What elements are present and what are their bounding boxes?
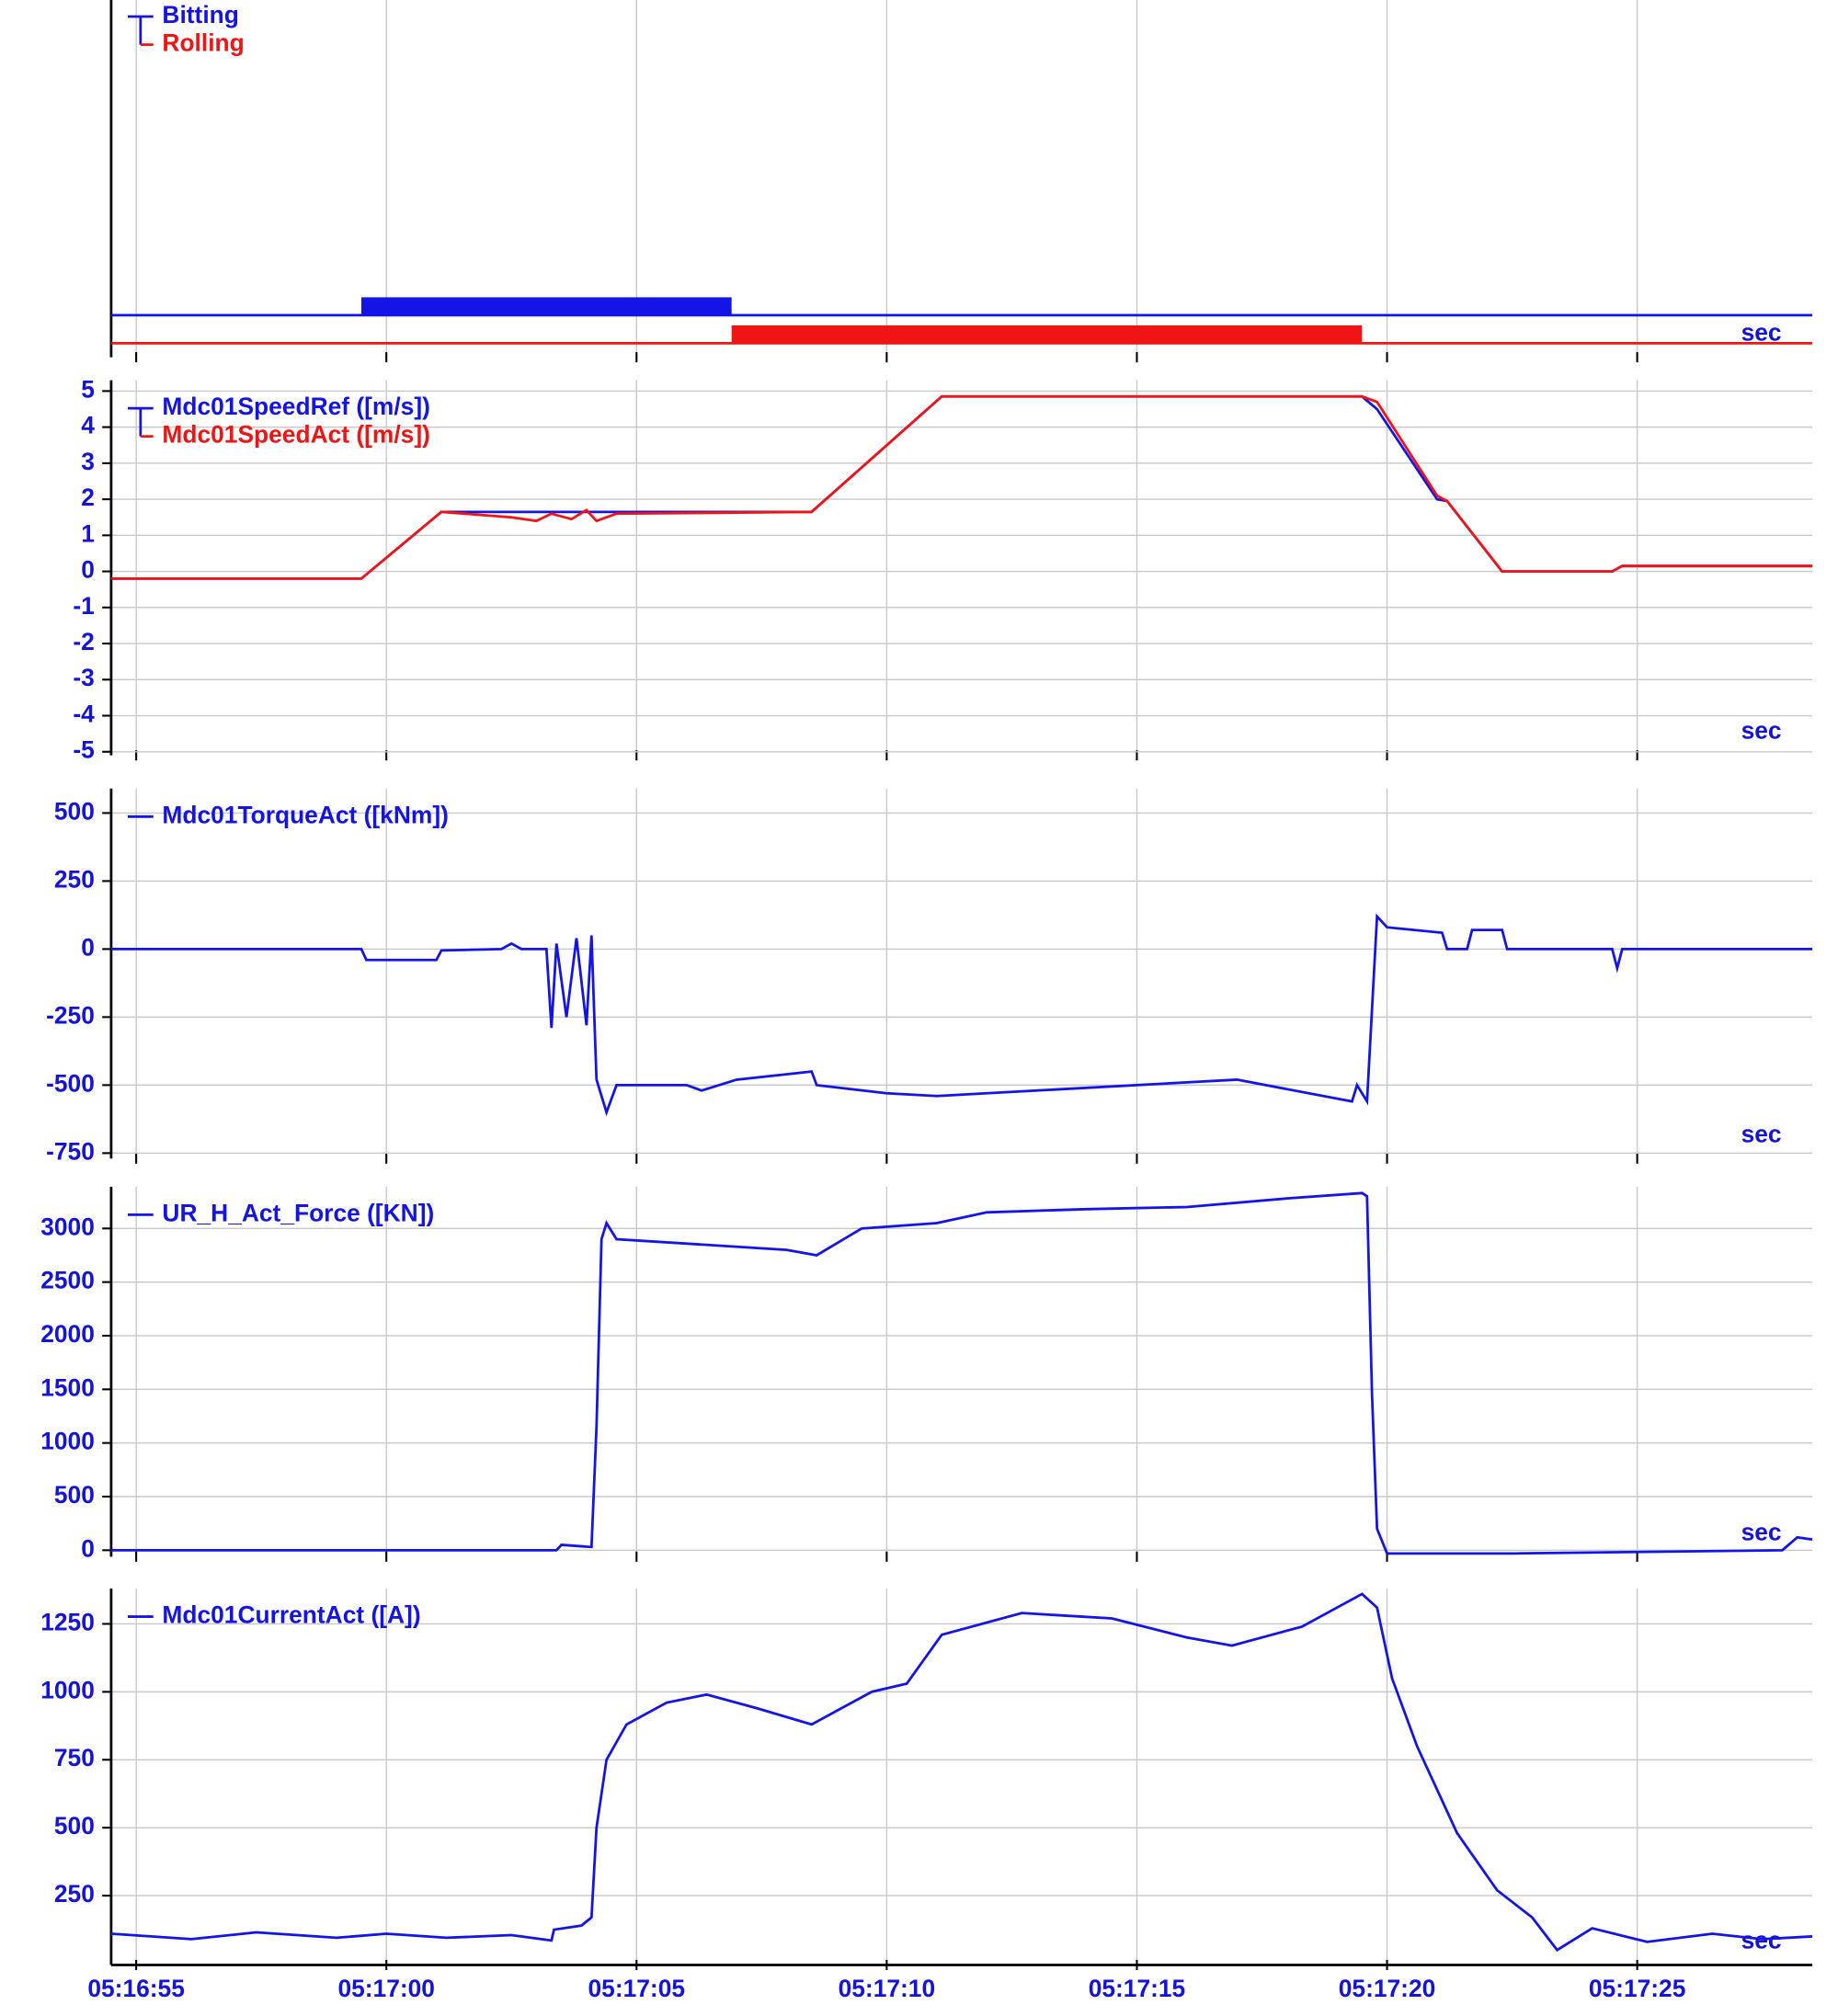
y-tick-label: 4: [81, 412, 95, 439]
y-tick-label: 1000: [40, 1428, 95, 1455]
y-tick-label: 0: [81, 556, 95, 584]
y-tick-label: 0: [81, 933, 95, 961]
x-tick-label: 05:17:00: [337, 1975, 435, 2002]
y-tick-label: 250: [54, 1880, 95, 1908]
legend-label: Bitting: [162, 1, 238, 28]
y-tick-label: 500: [54, 1812, 95, 1839]
y-tick-label: 750: [54, 1744, 95, 1771]
legend-label: Rolling: [162, 29, 244, 57]
x-unit-label: sec: [1741, 1120, 1782, 1147]
x-tick-label: 05:17:10: [839, 1975, 936, 2002]
state-bar: [731, 325, 1363, 344]
y-tick-label: 2500: [40, 1267, 95, 1294]
x-unit-label: sec: [1741, 717, 1782, 745]
y-tick-label: 3000: [40, 1213, 95, 1240]
y-tick-label: 1000: [40, 1676, 95, 1703]
y-tick-label: -5: [73, 736, 94, 764]
x-unit-label: sec: [1741, 1518, 1782, 1545]
y-tick-label: -4: [73, 700, 95, 727]
x-tick-label: 05:17:05: [588, 1975, 686, 2002]
y-tick-label: -750: [46, 1137, 95, 1165]
series-line: [110, 1592, 1813, 1953]
x-tick-label: 05:17:20: [1339, 1975, 1436, 2002]
legend-label: UR_H_Act_Force ([KN]): [162, 1199, 434, 1226]
y-tick-label: -250: [46, 1001, 95, 1029]
legend-label: Mdc01SpeedAct ([m/s]): [162, 421, 429, 449]
y-tick-label: 500: [54, 797, 95, 825]
x-unit-label: sec: [1741, 319, 1782, 347]
series-line: [110, 913, 1813, 1117]
y-tick-label: 250: [54, 865, 95, 893]
y-tick-label: -3: [73, 664, 94, 691]
series-line: [110, 1191, 1813, 1555]
y-tick-label: 2000: [40, 1320, 95, 1348]
y-tick-label: 5: [81, 375, 95, 403]
legend-label: Mdc01CurrentAct ([A]): [162, 1601, 420, 1629]
y-tick-label: -500: [46, 1069, 95, 1097]
x-tick-label: 05:17:15: [1089, 1975, 1186, 2002]
legend-label: Mdc01SpeedRef ([m/s]): [162, 393, 429, 420]
y-tick-label: 2: [81, 484, 95, 511]
y-tick-label: 1: [81, 519, 95, 547]
state-bar: [360, 297, 732, 315]
y-tick-label: -1: [73, 592, 94, 620]
x-tick-label: 05:17:25: [1589, 1975, 1686, 2002]
y-tick-label: 500: [54, 1481, 95, 1509]
series-line: [110, 394, 1813, 580]
y-tick-label: 0: [81, 1534, 95, 1562]
y-tick-label: 3: [81, 448, 95, 475]
y-tick-label: 1250: [40, 1608, 95, 1635]
y-tick-label: 1500: [40, 1373, 95, 1401]
legend-label: Mdc01TorqueAct ([kNm]): [162, 801, 448, 828]
y-tick-label: -2: [73, 628, 94, 655]
x-tick-label: 05:16:55: [87, 1975, 185, 2002]
